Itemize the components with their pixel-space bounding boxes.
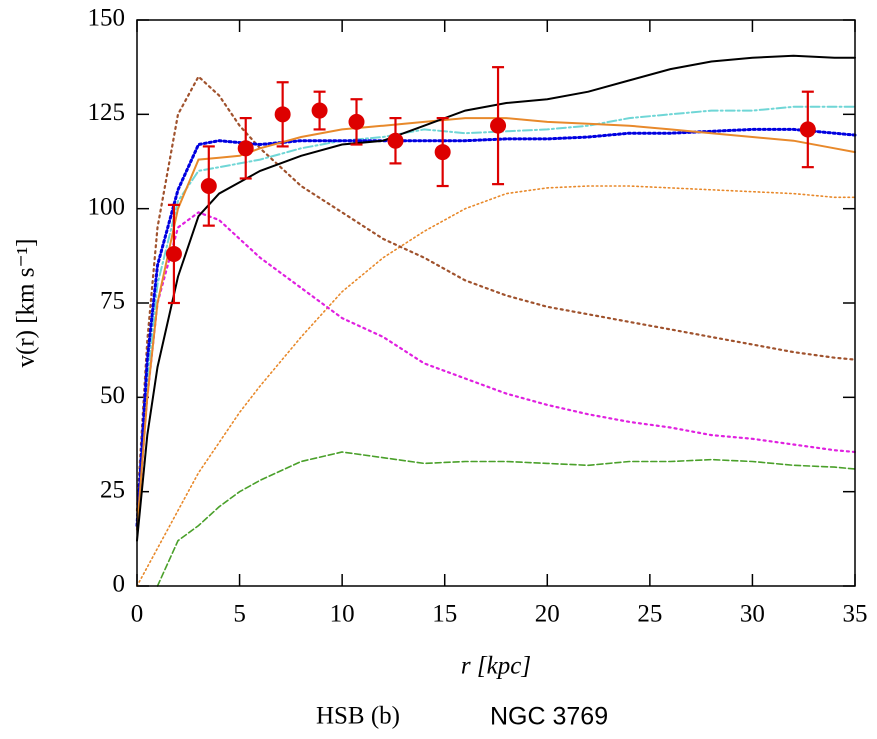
curve — [135, 211, 857, 531]
x-tick-label: 25 — [637, 601, 662, 628]
curve — [136, 54, 856, 542]
x-tick-label: 35 — [843, 601, 868, 628]
y-tick-label: 75 — [100, 288, 125, 315]
y-tick-label: 150 — [88, 5, 126, 32]
y-tick-label: 0 — [113, 571, 126, 598]
data-point — [434, 144, 451, 161]
x-axis-label: r [kpc] — [461, 653, 531, 680]
data-point — [490, 117, 507, 134]
curve — [135, 127, 857, 528]
data-point — [200, 178, 217, 195]
data-point — [387, 132, 404, 149]
x-tick-label: 5 — [233, 601, 246, 628]
x-tick-label: 30 — [740, 601, 765, 628]
data-point — [348, 113, 365, 130]
curve — [135, 74, 857, 512]
data-point — [311, 102, 328, 119]
y-axis-label: v(r) [km s⁻¹] — [13, 239, 40, 368]
caption: HSB (b) — [316, 703, 400, 730]
x-tick-label: 0 — [131, 601, 144, 628]
data-point — [165, 245, 182, 262]
plot-frame — [136, 19, 856, 587]
y-tick-label: 50 — [100, 382, 125, 409]
data-point — [799, 121, 816, 138]
galaxy-name: NGC 3769 — [490, 703, 608, 731]
y-tick-label: 100 — [88, 193, 126, 220]
curve — [136, 117, 856, 531]
data-point — [274, 106, 291, 123]
curve — [156, 451, 856, 587]
y-tick-label: 125 — [88, 99, 126, 126]
y-tick-label: 25 — [100, 476, 125, 503]
curve — [136, 105, 856, 531]
curve — [136, 185, 856, 587]
x-tick-label: 15 — [432, 601, 457, 628]
x-tick-label: 10 — [330, 601, 355, 628]
x-tick-label: 20 — [535, 601, 560, 628]
data-point — [237, 140, 254, 157]
